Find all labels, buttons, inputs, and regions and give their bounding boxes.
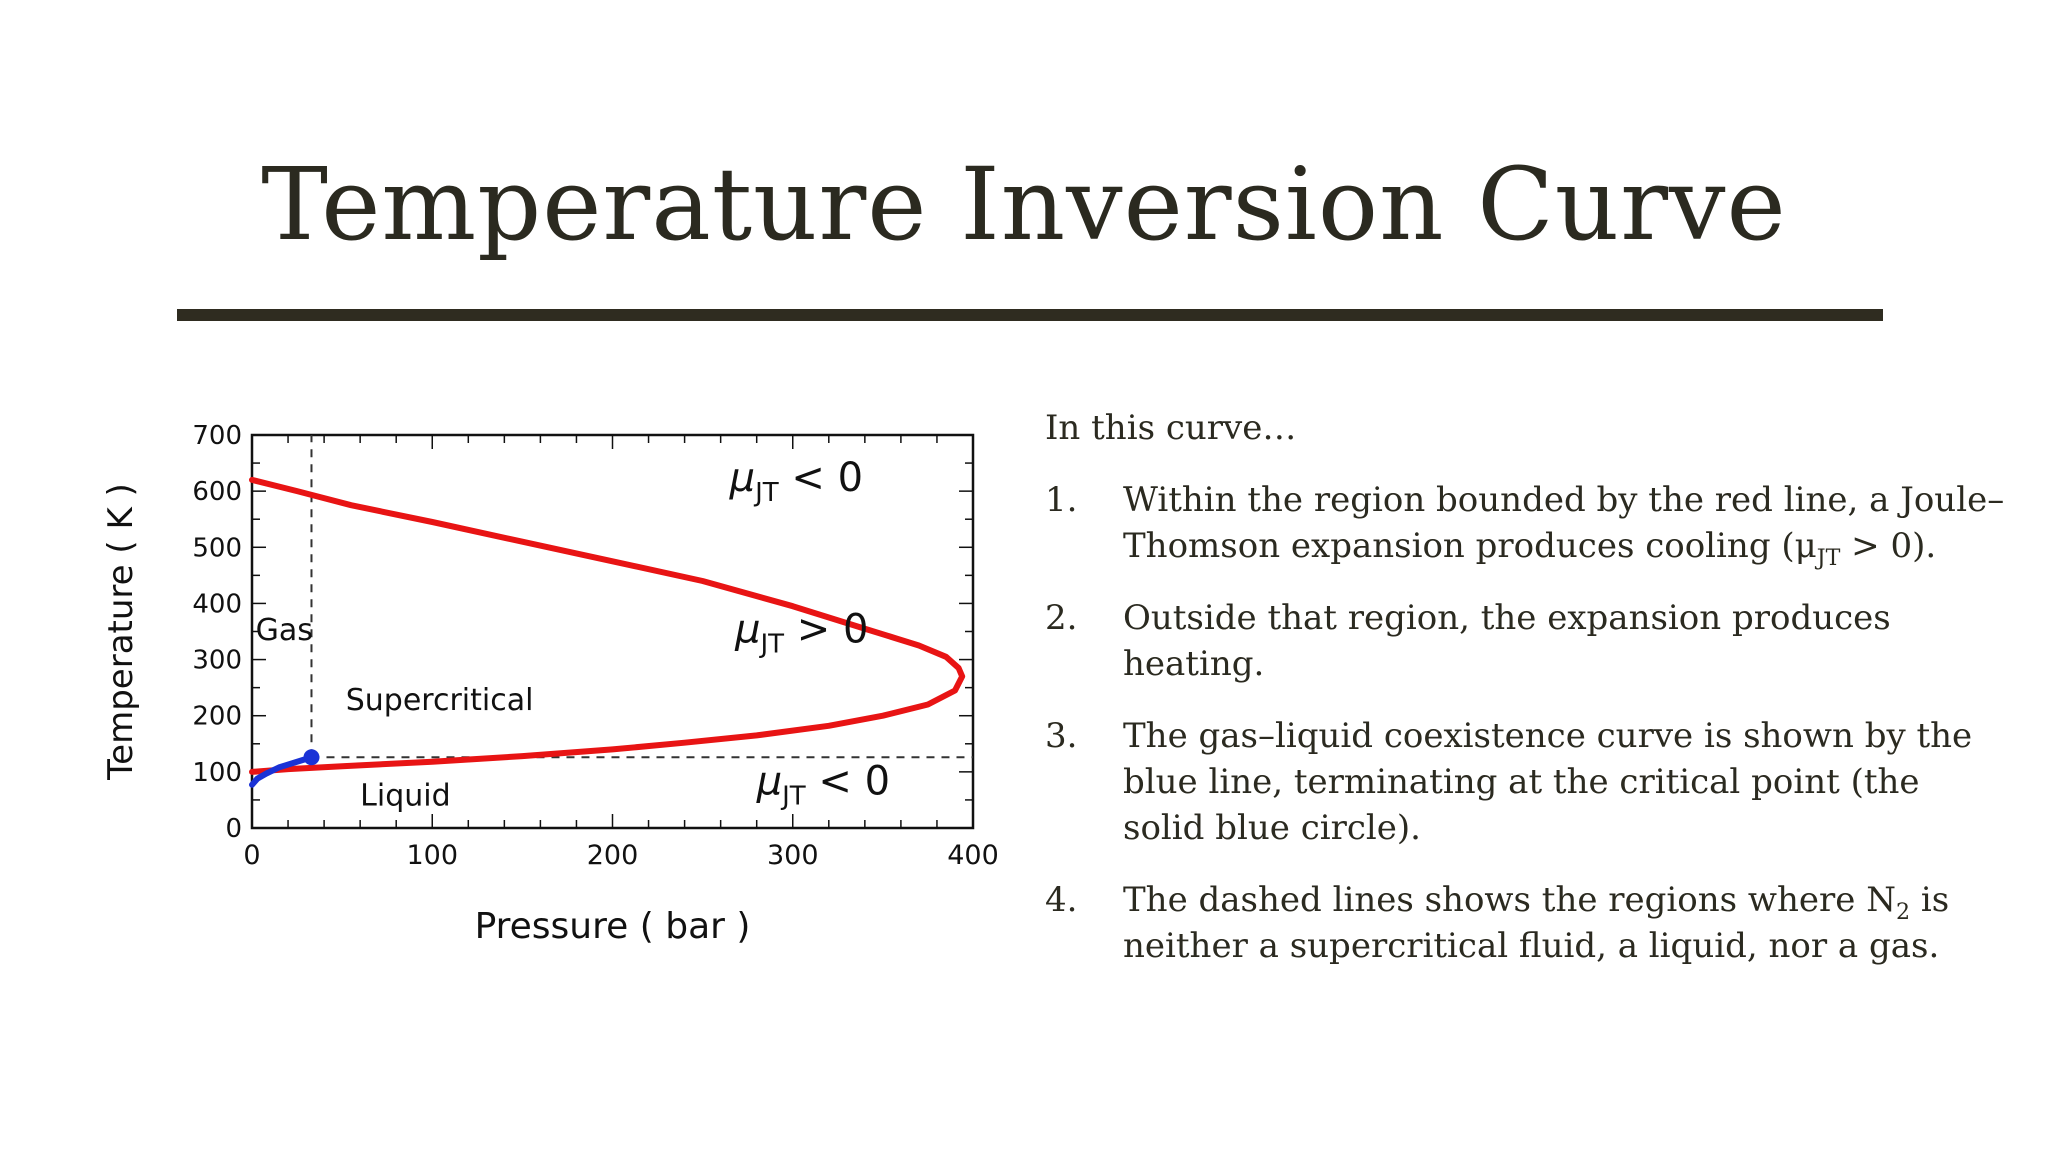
point-text-tail: > 0).: [1840, 526, 1937, 566]
point-subscript: 2: [1895, 898, 1911, 925]
y-tick-label: 0: [225, 814, 242, 844]
point-number: 3.: [1045, 716, 1078, 756]
title-divider: [177, 309, 1883, 321]
point-number: 4.: [1045, 880, 1078, 920]
x-axis-label: Pressure ( bar ): [475, 906, 751, 947]
point-item: 2. Outside that region, the expansion pr…: [1045, 595, 2005, 687]
inversion-curve-chart: 0 100 200 300 400 0 100 200 300 400 500 600 700 Press…: [95, 395, 1045, 995]
chart-svg: 0 100 200 300 400 0 100 200 300 400 500 600 700 Press…: [101, 421, 999, 947]
point-subscript: JT: [1816, 544, 1841, 571]
region-label: Supercritical: [346, 683, 534, 718]
mu-relation: > 0: [784, 607, 868, 653]
point-text-main: Within the region bounded by the red lin…: [1123, 480, 2005, 566]
point-text: Within the region bounded by the red lin…: [1123, 477, 2005, 569]
mu-subscript: JT: [753, 478, 779, 508]
slide-title: Temperature Inversion Curve: [261, 146, 1787, 263]
mu-relation: < 0: [806, 758, 890, 804]
point-text: The dashed lines shows the regions where…: [1123, 877, 2005, 969]
mu-jt-annotation: μJT > 0: [734, 607, 868, 660]
y-tick-label: 300: [192, 646, 242, 676]
mu-subscript: JT: [759, 630, 785, 660]
point-item: 1. Within the region bounded by the red …: [1045, 477, 2005, 569]
region-label: Liquid: [360, 779, 450, 814]
mu-subscript: JT: [780, 781, 806, 811]
point-text-main: Outside that region, the expansion produ…: [1123, 598, 1891, 684]
explanation-panel: In this curve… 1. Within the region boun…: [1045, 405, 2005, 995]
x-tick-label: 400: [947, 840, 999, 871]
x-tick-label: 100: [406, 840, 458, 871]
point-list: 1. Within the region bounded by the red …: [1045, 477, 2005, 969]
inversion-curve-line: [249, 476, 966, 775]
critical-point-marker: [303, 749, 320, 766]
point-item: 4. The dashed lines shows the regions wh…: [1045, 877, 2005, 969]
y-tick-label: 500: [192, 533, 242, 563]
coexistence-curve-line: [249, 754, 315, 788]
y-tick-label: 200: [192, 702, 242, 732]
point-text: Outside that region, the expansion produ…: [1123, 595, 2005, 687]
y-tick-label: 100: [192, 758, 242, 788]
mu-jt-annotation: μJT < 0: [756, 758, 890, 811]
y-tick-label: 400: [192, 589, 242, 619]
point-text-tail: is neither a supercritical fluid, a liqu…: [1123, 880, 1950, 966]
mu-symbol: μ: [756, 758, 782, 804]
mu-symbol: μ: [729, 455, 755, 501]
mu-jt-annotation: μJT < 0: [729, 455, 863, 508]
x-tick-label: 200: [587, 840, 639, 871]
x-tick-label: 300: [767, 840, 819, 871]
y-tick-label: 700: [192, 421, 242, 451]
mu-relation: < 0: [779, 455, 863, 501]
intro-text: In this curve…: [1045, 408, 1297, 448]
point-text-main: The dashed lines shows the regions where…: [1123, 880, 1896, 920]
point-item: 3. The gas–liquid coexistence curve is s…: [1045, 713, 2005, 851]
mu-symbol: μ: [734, 607, 760, 653]
point-text: The gas–liquid coexistence curve is show…: [1123, 713, 2005, 851]
region-label: Gas: [256, 613, 313, 648]
point-text-main: The gas–liquid coexistence curve is show…: [1123, 716, 1973, 848]
x-tick-label: 0: [243, 840, 260, 871]
y-axis-label: Temperature ( K ): [101, 483, 141, 781]
point-number: 1.: [1045, 480, 1078, 520]
y-tick-label: 600: [192, 477, 242, 507]
point-number: 2.: [1045, 598, 1078, 638]
